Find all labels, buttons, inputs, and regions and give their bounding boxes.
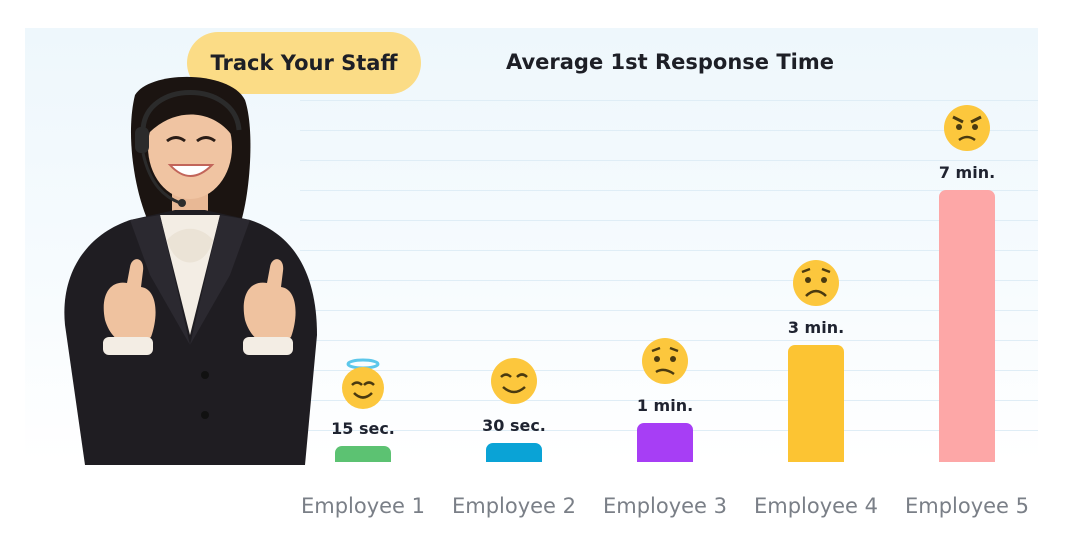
- chart-title: Average 1st Response Time: [505, 50, 835, 74]
- suit-button-1: [201, 371, 209, 379]
- agent-eye-right: [196, 136, 216, 143]
- value-label-employee-5: 7 min.: [938, 163, 996, 182]
- value-label-employee-1: 15 sec.: [331, 419, 395, 438]
- gridline: [300, 160, 1038, 161]
- track-staff-badge: Track Your Staff: [187, 32, 421, 94]
- value-label-employee-4: 3 min.: [787, 318, 845, 338]
- x-label-employee-5: Employee 5: [904, 494, 1030, 518]
- agent-cuff-left: [103, 337, 153, 355]
- gridline: [300, 220, 1038, 221]
- agent-suit: [64, 210, 318, 465]
- x-label-employee-2: Employee 2: [451, 494, 577, 518]
- agent-smile: [167, 164, 215, 177]
- smiling-face-icon: [491, 357, 537, 404]
- agent-lapel-left: [130, 215, 190, 345]
- gridline: [300, 250, 1038, 251]
- bar-employee-1: [335, 446, 391, 462]
- gridline: [300, 100, 1038, 101]
- suit-button-2: [201, 411, 209, 419]
- value-label-employee-2: 30 sec.: [482, 415, 546, 435]
- bar-employee-2: [486, 442, 542, 462]
- frowning-face-icon: [793, 260, 839, 307]
- gridline: [300, 310, 1038, 311]
- headset-mic: [141, 152, 181, 205]
- gridline: [300, 400, 1038, 401]
- headset-band: [140, 90, 242, 131]
- gridline: [300, 190, 1038, 191]
- agent-lapel-right: [190, 215, 250, 345]
- confused-face-icon: [642, 338, 688, 385]
- headset-earpiece: [135, 127, 149, 153]
- headset-mic-tip: [178, 199, 186, 207]
- gridline: [300, 130, 1038, 131]
- x-label-employee-4: Employee 4: [753, 494, 879, 518]
- bar-employee-5: [939, 190, 995, 462]
- x-label-employee-3: Employee 3: [602, 494, 728, 518]
- agent-cuff-right: [243, 337, 293, 355]
- bar-employee-4: [788, 345, 844, 462]
- agent-hand-left: [103, 259, 156, 345]
- agent-hand-right: [243, 259, 296, 345]
- agent-eye-left: [166, 136, 186, 143]
- agent-bow: [167, 228, 213, 263]
- gridline: [300, 280, 1038, 281]
- value-label-employee-3: 1 min.: [636, 396, 694, 416]
- angry-face-icon: [944, 105, 990, 151]
- support-agent-illustration: [64, 76, 318, 465]
- agent-face: [148, 95, 232, 199]
- angel-face-icon: [342, 358, 384, 409]
- agent-fringe: [147, 90, 235, 137]
- bar-employee-3: [637, 423, 693, 462]
- x-label-employee-1: Employee 1: [300, 494, 426, 518]
